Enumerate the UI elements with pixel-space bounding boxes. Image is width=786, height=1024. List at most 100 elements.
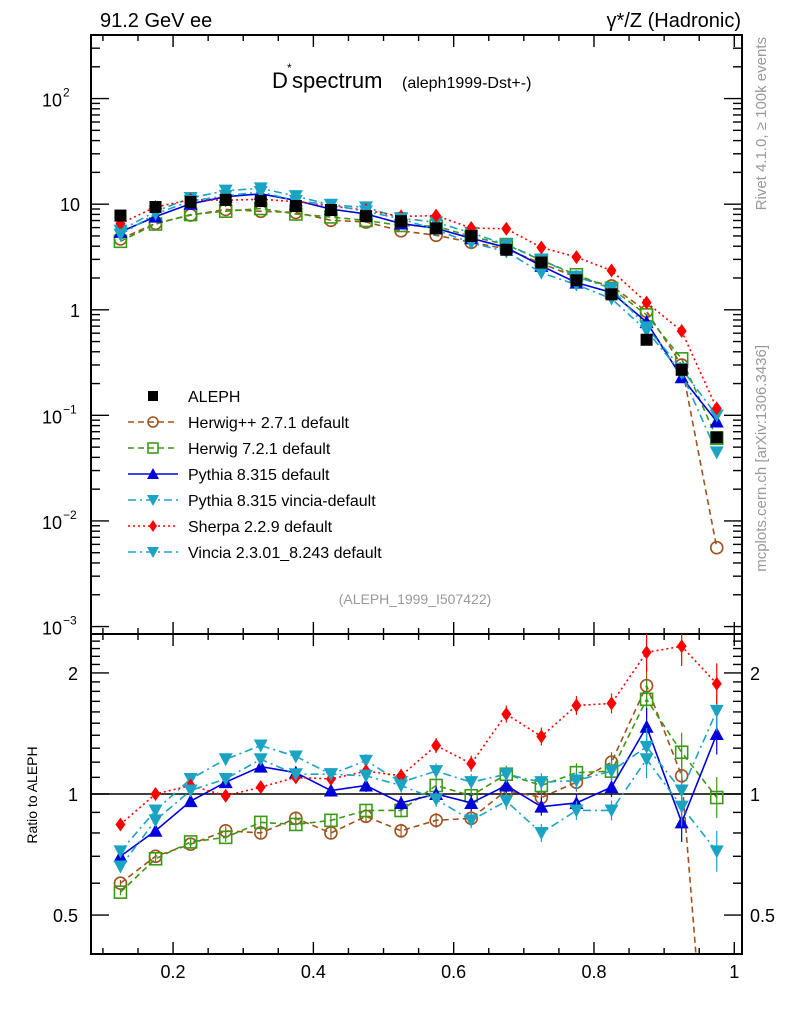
aleph-data-point (114, 209, 127, 222)
vincia-2-3-01-8-243-default-ratio-line (119, 757, 718, 868)
herwig-7-2-1-default-ratio-point (324, 813, 338, 828)
legend-entry: Sherpa 2.2.9 default (128, 519, 333, 536)
y-tick-exponent: 2 (63, 86, 70, 100)
y-tick-label: 10 −2 (42, 508, 77, 533)
aleph-data-point (324, 204, 337, 217)
vincia-2-3-01-8-243-default-ratio-point (674, 800, 689, 814)
pythia-8-315-vincia-default-ratio-point (464, 776, 479, 790)
sherpa-2-2-9-default-main-point (606, 263, 617, 278)
energy-label: 91.2 GeV ee (100, 10, 212, 32)
y-tick-exponent: −1 (63, 402, 77, 416)
vincia-2-3-01-8-243-default-ratio-point (604, 804, 619, 818)
herwig-7-2-1-default-ratio-point (148, 851, 163, 866)
aleph-data-point (430, 222, 443, 235)
aleph-data-point (535, 256, 548, 269)
y-tick-exponent: −2 (63, 508, 77, 522)
sherpa-2-2-9-default-ratio-point (255, 780, 266, 795)
title-subtitle: (aleph1999-Dst+-) (402, 75, 531, 92)
vincia-2-3-01-8-243-default-ratio-point (394, 779, 409, 793)
vincia-2-3-01-8-243-default-ratio-point (534, 826, 549, 840)
aleph-data-point (570, 274, 583, 287)
pythia-8-315-default-ratio-point (394, 795, 409, 809)
y-tick-base: 10 (42, 407, 62, 427)
aleph-data-point (605, 288, 618, 301)
sherpa-2-2-9-default-ratio-point (501, 707, 512, 722)
vincia-2-3-01-8-243-default-ratio-point (358, 769, 373, 783)
vincia-2-3-01-8-243-default-ratio-point (569, 804, 584, 818)
vincia-2-3-01-8-243-default-ratio-point (709, 845, 724, 859)
sherpa-2-2-9-default-main-point (501, 221, 512, 236)
pythia-8-315-vincia-default-ratio-point (534, 776, 549, 790)
vincia-2-3-01-8-243-default-ratio-point (288, 768, 303, 782)
pythia-8-315-vincia-default-ratio-point (604, 765, 619, 779)
vincia-2-3-01-8-243-default-main-point (639, 324, 654, 338)
sherpa-2-2-9-default-ratio-point (571, 698, 582, 713)
sherpa-2-2-9-default-ratio-point (711, 676, 722, 691)
pythia-8-315-default-main-line (120, 193, 718, 423)
herwig-7-2-1-default-ratio-point (359, 803, 373, 818)
rivet-label: Rivet 4.1.0, ≥ 100k events (753, 37, 770, 210)
vincia-2-3-01-8-243-default-main-point (253, 185, 268, 199)
aleph-data-point (184, 195, 197, 208)
vincia-2-3-01-8-243-default-ratio-point (183, 784, 198, 798)
y-tick-base: 1 (70, 301, 80, 321)
aleph-data-point (395, 215, 408, 228)
x-tick-label: 1 (729, 962, 739, 982)
legend-label: Sherpa 2.2.9 default (188, 519, 333, 536)
sherpa-2-2-9-default-main-point (431, 208, 442, 223)
x-tick-label: 0.6 (441, 962, 466, 982)
pythia-8-315-vincia-default-ratio-point (429, 765, 444, 779)
process-label: γ*/Z (Hadronic) (607, 10, 741, 32)
herwig-7-2-1-default-ratio-point (113, 885, 128, 899)
legend-entry: Herwig 7.2.1 default (128, 441, 331, 458)
aleph-data-point (149, 201, 162, 214)
ratio-y-tick-label-right: 0.5 (750, 906, 775, 926)
aleph-data-point (289, 200, 302, 213)
sherpa-2-2-9-default-ratio-point (606, 696, 617, 711)
pythia-8-315-vincia-default-ratio-point (569, 774, 584, 788)
aleph-data-point (640, 333, 653, 346)
analysis-reference-label: (ALEPH_1999_I507422) (339, 591, 492, 607)
aleph-data-point (710, 431, 723, 444)
vincia-2-3-01-8-243-default-ratio-point (113, 860, 128, 874)
aleph-data-point (359, 210, 372, 223)
ratio-y-tick-label-left: 2 (68, 664, 78, 684)
y-tick-base: 10 (60, 195, 80, 215)
pythia-8-315-vincia-default-ratio-point (218, 753, 233, 767)
legend-label: Herwig++ 2.7.1 default (188, 415, 350, 432)
pythia-8-315-vincia-default-ratio-point (709, 704, 724, 718)
vincia-2-3-01-8-243-default-main-point (534, 266, 549, 280)
legend-label: Herwig 7.2.1 default (188, 441, 331, 458)
sherpa-2-2-9-default-ratio-point (150, 787, 161, 801)
pythia-8-315-default-ratio-point (148, 823, 163, 837)
sherpa-2-2-9-default-ratio-point (676, 639, 687, 654)
aleph-data-point (500, 243, 513, 256)
title-superscript: * (287, 61, 292, 75)
sherpa-2-2-9-default-ratio-point (115, 817, 126, 832)
aleph-data-point (465, 229, 478, 242)
ratio-y-axis-label: Ratio to ALEPH (24, 746, 40, 843)
pythia-8-315-vincia-default-main-point (709, 409, 724, 423)
vincia-2-3-01-8-243-default-ratio-point (323, 768, 338, 782)
legend-marker (148, 391, 158, 401)
legend-marker (147, 468, 159, 479)
herwig-7-2-1-default-ratio-point (183, 835, 198, 849)
title-rest: spectrum (292, 68, 382, 93)
y-tick-label: 10 −3 (42, 614, 77, 639)
herwig-7-2-1-default-ratio-point (639, 692, 654, 707)
legend-marker (147, 547, 159, 558)
y-tick-exponent: −3 (63, 614, 77, 628)
vincia-2-3-01-8-243-default-ratio-point (218, 772, 233, 786)
main-series-group (113, 182, 724, 555)
legend-label: Pythia 8.315 default (188, 467, 330, 484)
vincia-2-3-01-8-243-default-main-line (120, 191, 718, 453)
herwig-2-7-1-default-ratio-line (119, 683, 697, 954)
pythia-8-315-vincia-default-ratio-point (358, 754, 373, 768)
sherpa-2-2-9-default-ratio-line (119, 645, 718, 826)
legend-entry: ALEPH (148, 389, 240, 406)
sherpa-2-2-9-default-main-point (676, 324, 687, 339)
legend-label: ALEPH (188, 389, 240, 406)
title-main: D (272, 68, 288, 93)
legend-entry: Herwig++ 2.7.1 default (128, 415, 350, 432)
